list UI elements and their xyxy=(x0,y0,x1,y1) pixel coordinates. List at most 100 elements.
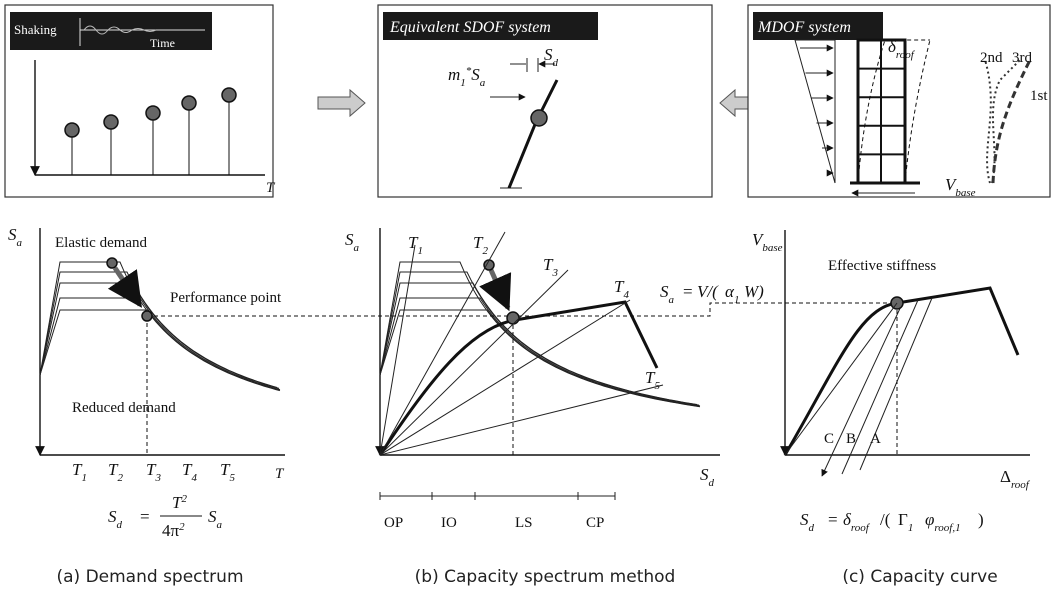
symbol-part: S xyxy=(345,230,354,249)
unloading xyxy=(822,297,933,476)
branch-label: A xyxy=(870,431,881,447)
performance-point xyxy=(141,310,153,322)
conversion-alpha: α1 xyxy=(725,282,739,306)
symbol-part: 4 xyxy=(623,289,629,301)
symbol-part: 1 xyxy=(734,294,740,306)
symbol-part: d xyxy=(117,519,123,531)
performance-point xyxy=(506,311,520,325)
impulse xyxy=(221,87,237,103)
symbol-part: d xyxy=(809,522,815,534)
symbol-part: S xyxy=(544,45,553,64)
axes-a xyxy=(40,228,285,455)
demand-curve xyxy=(379,297,701,407)
symbol-part: roof xyxy=(851,522,871,534)
symbol-part: T xyxy=(182,460,193,479)
symbol-part: 1 xyxy=(908,522,914,534)
caption: (b) Capacity spectrum method xyxy=(415,567,676,587)
period-label: T1 xyxy=(72,460,87,484)
level-label: CP xyxy=(586,515,604,531)
demand-curve xyxy=(379,282,698,405)
formula-part: /( xyxy=(880,510,891,529)
time-label: Time xyxy=(150,36,175,50)
conversion-lhs: Sa xyxy=(660,282,675,306)
performance-guides xyxy=(146,302,898,455)
formula-numerator: T2 xyxy=(172,493,187,512)
period-label: T2 xyxy=(473,233,488,257)
symbol-part: φ xyxy=(925,510,934,529)
level-ranges xyxy=(379,492,616,500)
caption: (a) Demand spectrum xyxy=(56,567,243,587)
symbol-part: base xyxy=(762,242,782,254)
deformed xyxy=(857,39,931,184)
formula-num: δroof xyxy=(843,510,871,534)
symbol-part: 2 xyxy=(117,472,123,484)
formula-denominator: 4π2 xyxy=(162,521,185,540)
symbol-part: 3 xyxy=(154,472,161,484)
period-label: T4 xyxy=(182,460,197,484)
roof-label: δroof xyxy=(888,37,916,61)
ground-motion xyxy=(83,25,157,35)
period-label: T2 xyxy=(108,460,123,484)
sdof-title: Equivalent SDOF system xyxy=(389,19,551,36)
symbol-part: T xyxy=(172,493,183,512)
axes-b xyxy=(380,228,720,455)
symbol-part: T xyxy=(543,255,554,274)
mode-2 xyxy=(984,59,992,184)
sdof-disp-arrows xyxy=(510,58,555,72)
period-line xyxy=(379,269,569,456)
symbol-part: 1 xyxy=(417,245,423,257)
period-axis-label: T xyxy=(266,180,276,196)
level-label: OP xyxy=(384,515,403,531)
symbol-part: T xyxy=(408,233,419,252)
symbol-part: a xyxy=(354,242,360,254)
symbol-part: d xyxy=(709,477,715,489)
mdof-title-box xyxy=(753,12,883,40)
period-line xyxy=(379,384,664,456)
symbol-part: S xyxy=(471,65,480,84)
symbol-part: roof xyxy=(1011,479,1031,491)
symbol-part: 2 xyxy=(482,245,488,257)
symbol-part: a xyxy=(17,237,23,249)
symbol-part: a xyxy=(669,294,675,306)
conversion-part: W) xyxy=(744,282,764,301)
impulse xyxy=(145,105,161,121)
symbol-part: S xyxy=(108,507,117,526)
symbol-part: 4π xyxy=(162,521,180,540)
period-label: T1 xyxy=(408,233,423,257)
symbol-part: V xyxy=(752,230,765,249)
sd-label: Sd xyxy=(544,45,559,69)
formula-lhs: Sd xyxy=(108,507,123,531)
symbol-part: 5 xyxy=(229,472,235,484)
shaking-box xyxy=(10,12,212,50)
impulse xyxy=(64,122,80,138)
secant xyxy=(784,302,898,456)
caption: (c) Capacity curve xyxy=(842,567,997,587)
mode-label: 2nd xyxy=(980,50,1003,66)
impulse xyxy=(181,95,197,111)
demand-curve xyxy=(39,309,280,391)
conversion-part: V/( xyxy=(697,282,719,301)
symbol-part: T xyxy=(72,460,83,479)
symbol-part: m xyxy=(448,65,460,84)
reduction-arrow xyxy=(107,266,143,308)
branch-label: B xyxy=(846,431,856,447)
shaking-label: Shaking xyxy=(14,22,57,37)
mode-1 xyxy=(991,59,1032,184)
symbol-part: T xyxy=(146,460,157,479)
symbol-part: 3 xyxy=(551,267,558,279)
performance-label: Performance point xyxy=(170,290,282,306)
demand-curve xyxy=(379,309,700,407)
mode-label: 1st xyxy=(1030,88,1048,104)
symbol-part: 2 xyxy=(181,493,187,505)
symbol-part: T xyxy=(473,233,484,252)
sdof-mass xyxy=(530,109,548,127)
symbol-part: a xyxy=(217,519,223,531)
symbol-part: a xyxy=(480,77,486,89)
level-label: LS xyxy=(515,515,533,531)
symbol-part: 5 xyxy=(654,380,660,392)
force-label: m1*Sa xyxy=(448,65,486,89)
axes xyxy=(35,60,265,175)
symbol-part: S xyxy=(8,225,17,244)
symbol-part: α xyxy=(725,282,735,301)
